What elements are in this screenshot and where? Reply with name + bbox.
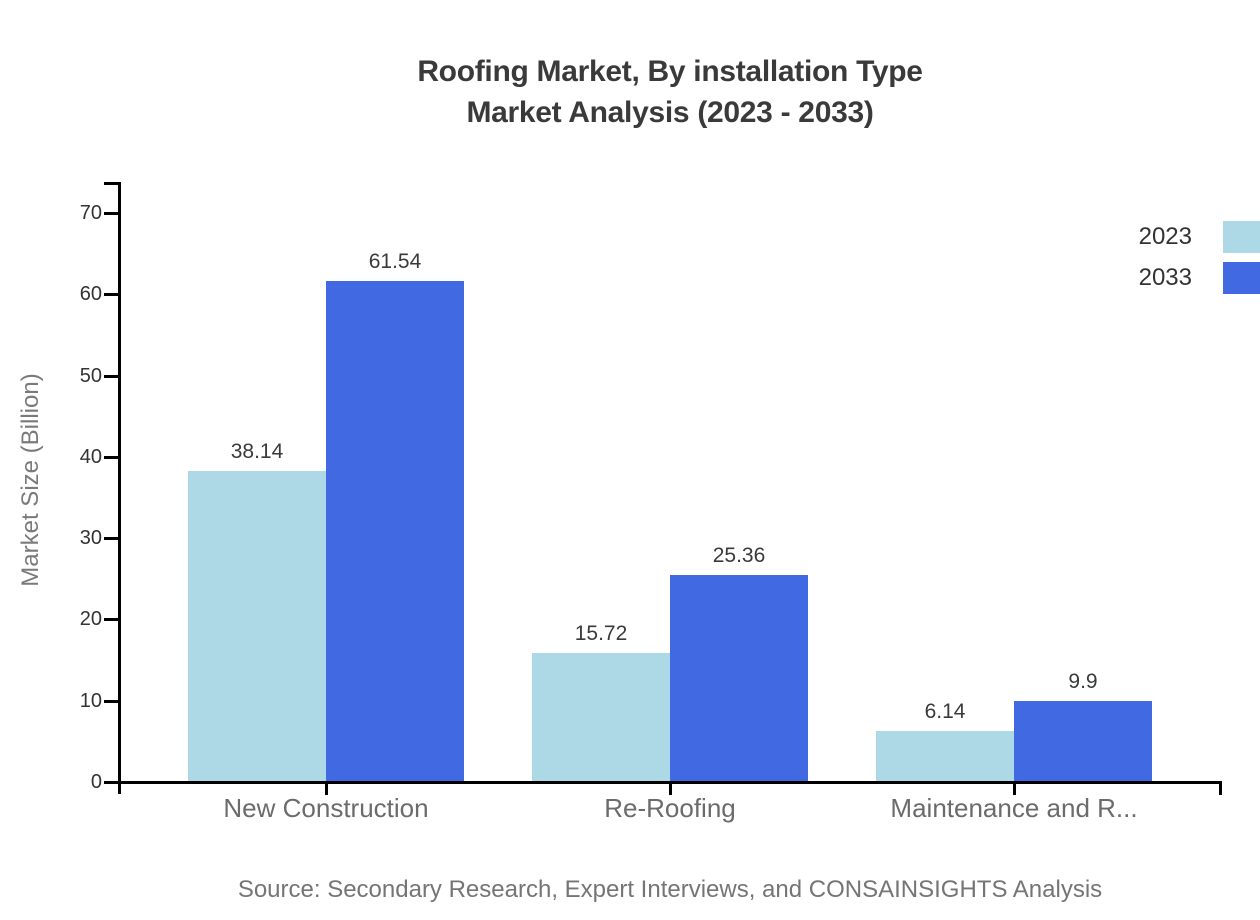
y-axis-title: Market Size (Billion) [17,373,44,587]
bar-2033 [326,281,464,781]
bar-value-label: 61.54 [368,250,422,273]
y-tick-label: 50 [79,365,102,387]
y-tick [104,618,118,621]
bar-2033 [1014,701,1152,781]
y-tick-label: 60 [79,283,102,305]
legend-swatch-2033 [1223,262,1260,294]
bar-2023 [532,653,670,781]
legend-label-2023: 2023 [1138,223,1192,250]
bar-2033 [670,575,808,781]
chart-title: Roofing Market, By installation Type Mar… [80,51,1260,133]
x-category-tick [669,784,672,795]
y-tick [104,781,118,784]
y-tick [104,700,118,703]
x-axis-right-cap-tick [1219,784,1222,795]
y-tick-label: 40 [79,446,102,468]
y-tick-label: 20 [79,608,102,630]
chart-title-line-1: Roofing Market, By installation Type [417,55,923,88]
y-tick-label: 70 [79,202,102,224]
x-axis-left-cap-tick [118,784,121,794]
x-category-label: New Construction [223,793,429,823]
y-tick [104,375,118,378]
legend-label-2033: 2033 [1138,264,1192,291]
bar-value-label: 6.14 [924,700,966,723]
x-category-label: Maintenance and R... [890,793,1138,823]
y-tick [104,456,118,459]
bar-value-label: 15.72 [574,622,628,645]
y-tick [104,293,118,296]
chart-title-line-2: Market Analysis (2023 - 2033) [466,96,874,129]
x-axis-line [118,781,1222,784]
y-tick-label: 0 [90,771,102,793]
y-tick [104,537,118,540]
x-category-tick [325,784,328,795]
bar-value-label: 25.36 [712,544,766,567]
y-axis-top-cap-tick [104,182,118,185]
bar-2023 [188,471,326,781]
bar-value-label: 38.14 [230,440,284,463]
legend-swatch-2023 [1223,221,1260,253]
y-axis-line [118,182,121,784]
x-category-tick [1013,784,1016,795]
y-tick-label: 30 [79,527,102,549]
x-category-label: Re-Roofing [604,793,736,823]
y-tick-label: 10 [79,690,102,712]
y-tick [104,212,118,215]
source-note: Source: Secondary Research, Expert Inter… [237,876,1103,903]
bar-value-label: 9.9 [1068,670,1098,693]
bar-2023 [876,731,1014,781]
